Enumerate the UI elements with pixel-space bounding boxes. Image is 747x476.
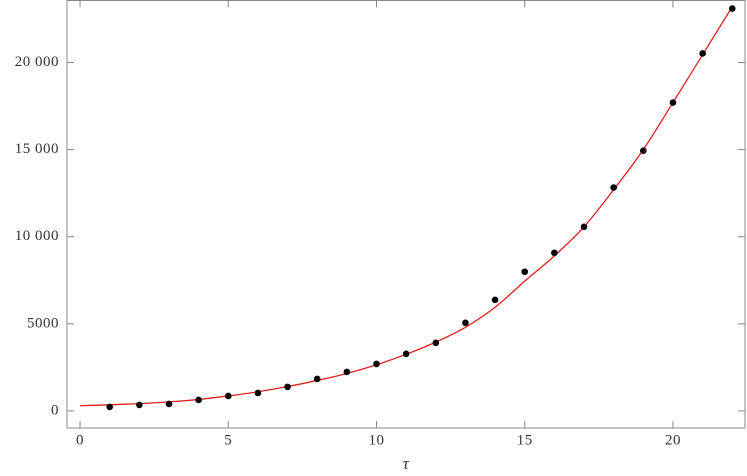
x-tick-label: 15 bbox=[517, 432, 533, 448]
data-point bbox=[551, 249, 558, 257]
plot-frame bbox=[66, 0, 746, 429]
data-point bbox=[432, 339, 440, 347]
data-point bbox=[491, 296, 499, 304]
y-tick-label: 20 000 bbox=[15, 54, 59, 70]
data-point bbox=[610, 184, 617, 191]
data-point bbox=[106, 403, 113, 411]
data-point bbox=[254, 389, 262, 397]
y-tick-label: 0 bbox=[51, 402, 59, 418]
data-point bbox=[165, 400, 173, 408]
data-point bbox=[284, 383, 291, 391]
x-tick-label: 5 bbox=[224, 432, 232, 448]
data-point bbox=[136, 401, 143, 409]
x-tick-label: 10 bbox=[369, 432, 385, 448]
data-point bbox=[521, 268, 529, 276]
data-point bbox=[373, 360, 380, 368]
data-point bbox=[402, 350, 410, 358]
data-point bbox=[580, 223, 588, 231]
data-point bbox=[313, 375, 321, 383]
data-point bbox=[640, 147, 647, 154]
x-axis-label: τ bbox=[403, 454, 410, 473]
data-point bbox=[343, 368, 351, 376]
x-tick-label: 20 bbox=[665, 432, 681, 448]
fit-curve bbox=[80, 6, 733, 407]
y-tick-label: 15 000 bbox=[15, 141, 59, 157]
data-point bbox=[728, 5, 736, 12]
y-tick-label: 5000 bbox=[27, 315, 59, 331]
data-point bbox=[669, 99, 677, 106]
data-point bbox=[462, 319, 469, 327]
y-tick-label: 10 000 bbox=[15, 228, 59, 244]
data-point bbox=[699, 50, 706, 57]
data-point bbox=[224, 392, 232, 400]
data-point bbox=[195, 396, 202, 404]
x-tick-label: 0 bbox=[76, 432, 84, 448]
